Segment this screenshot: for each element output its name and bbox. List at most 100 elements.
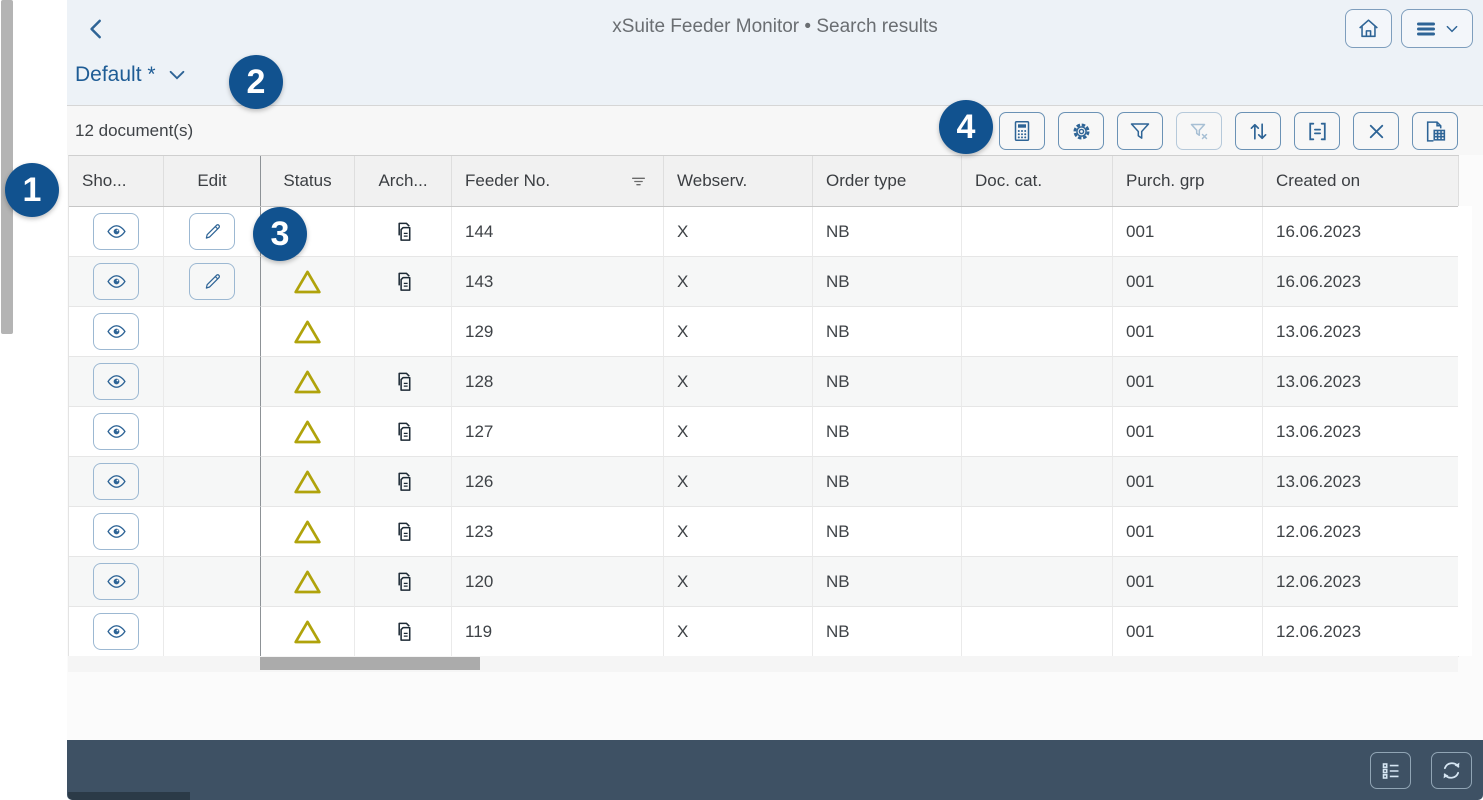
document-count: 12 document(s) [75, 121, 194, 140]
show-button[interactable] [93, 563, 139, 600]
back-button[interactable] [84, 13, 116, 45]
table-row: 128 X NB 001 13.06.2023 [69, 357, 1459, 407]
close-button[interactable] [1353, 112, 1399, 150]
purch-grp-value: 001 [1126, 421, 1155, 441]
warning-triangle-icon [293, 569, 322, 595]
order-type-cell: NB [813, 357, 962, 407]
annotation-badge-3: 3 [253, 207, 307, 261]
table-row: 127 X NB 001 13.06.2023 [69, 407, 1459, 457]
show-button[interactable] [93, 413, 139, 450]
show-button[interactable] [93, 213, 139, 250]
show-button[interactable] [93, 513, 139, 550]
show-cell [69, 457, 164, 507]
vertical-scrollbar-track[interactable] [1458, 206, 1472, 656]
show-cell [69, 557, 164, 607]
created-on-cell: 16.06.2023 [1263, 207, 1459, 257]
table-header: Sho... Edit Status Arch... Feeder No. We… [69, 156, 1459, 207]
webserv-cell: X [664, 407, 813, 457]
feeder-no-cell: 129 [452, 307, 664, 357]
column-header-edit[interactable]: Edit [197, 171, 227, 190]
show-button[interactable] [93, 313, 139, 350]
variant-selector[interactable]: Default * [75, 63, 188, 87]
doc-cat-cell [962, 457, 1113, 507]
column-header-order-type[interactable]: Order type [813, 156, 962, 206]
doc-cat-cell [962, 357, 1113, 407]
detail-list-icon [1379, 759, 1403, 783]
archive-cell [355, 557, 452, 607]
column-header-purch-grp[interactable]: Purch. grp [1113, 156, 1263, 206]
created-on-value: 16.06.2023 [1276, 271, 1362, 291]
show-cell [69, 407, 164, 457]
archived-document-icon [392, 220, 415, 243]
created-on-value: 13.06.2023 [1276, 371, 1362, 391]
show-button[interactable] [93, 613, 139, 650]
show-cell [69, 257, 164, 307]
show-cell [69, 307, 164, 357]
status-cell [260, 507, 355, 557]
horizontal-scrollbar-thumb[interactable] [260, 657, 480, 670]
created-on-cell: 12.06.2023 [1263, 607, 1459, 657]
created-on-value: 13.06.2023 [1276, 321, 1362, 341]
table-body: 144 X NB 001 16.06.2023 [69, 207, 1459, 657]
edit-cell [164, 407, 260, 457]
calculator-button[interactable] [999, 112, 1045, 150]
settings-button[interactable] [1058, 112, 1104, 150]
clear-filter-icon [1187, 119, 1211, 143]
archived-document-icon [392, 470, 415, 493]
column-header-doc-cat[interactable]: Doc. cat. [962, 156, 1113, 206]
edit-button[interactable] [189, 263, 235, 300]
refresh-icon [1439, 758, 1464, 783]
sort-button[interactable] [1235, 112, 1281, 150]
archive-cell [355, 357, 452, 407]
show-cell [69, 507, 164, 557]
order-type-cell: NB [813, 257, 962, 307]
feeder-no-value: 143 [465, 271, 494, 291]
feeder-no-value: 119 [465, 621, 493, 641]
vertical-scrollbar-thumb[interactable] [1, 0, 13, 334]
footer-bar [67, 740, 1483, 800]
column-header-status[interactable]: Status [260, 156, 355, 206]
clear-filter-button[interactable] [1176, 112, 1222, 150]
column-header-created-on[interactable]: Created on [1263, 156, 1459, 206]
show-cell [69, 607, 164, 657]
purch-grp-cell: 001 [1113, 357, 1263, 407]
order-type-value: NB [826, 421, 850, 441]
refresh-button[interactable] [1431, 752, 1472, 789]
show-button[interactable] [93, 263, 139, 300]
purch-grp-cell: 001 [1113, 407, 1263, 457]
export-button[interactable] [1412, 112, 1458, 150]
feeder-no-cell: 119 [452, 607, 664, 657]
webserv-value: X [677, 621, 689, 641]
horizontal-scrollbar-track[interactable] [68, 656, 1458, 672]
created-on-value: 12.06.2023 [1276, 521, 1362, 541]
doc-cat-cell [962, 257, 1113, 307]
filter-icon [1128, 119, 1152, 143]
close-icon [1365, 120, 1388, 143]
home-button[interactable] [1345, 9, 1392, 48]
webserv-cell: X [664, 557, 813, 607]
browser-scrollbar-thumb[interactable] [68, 792, 190, 800]
column-header-archive[interactable]: Arch... [355, 156, 452, 206]
export-spreadsheet-icon [1423, 119, 1448, 144]
menu-button[interactable] [1401, 9, 1473, 48]
eye-icon [104, 571, 129, 592]
display-variant-button[interactable] [1294, 112, 1340, 150]
warning-triangle-icon [293, 469, 322, 495]
column-header-feeder-no[interactable]: Feeder No. [452, 156, 664, 206]
purch-grp-cell: 001 [1113, 207, 1263, 257]
show-button[interactable] [93, 363, 139, 400]
edit-cell [164, 557, 260, 607]
show-cell [69, 357, 164, 407]
eye-icon [104, 321, 129, 342]
filter-button[interactable] [1117, 112, 1163, 150]
webserv-cell: X [664, 207, 813, 257]
annotation-badge-2: 2 [229, 55, 283, 109]
column-header-webserv[interactable]: Webserv. [664, 156, 813, 206]
show-button[interactable] [93, 463, 139, 500]
column-header-show[interactable]: Sho... [69, 156, 164, 206]
warning-triangle-icon [293, 369, 322, 395]
detail-list-button[interactable] [1370, 752, 1411, 789]
eye-icon [104, 371, 129, 392]
purch-grp-value: 001 [1126, 371, 1155, 391]
edit-button[interactable] [189, 213, 235, 250]
